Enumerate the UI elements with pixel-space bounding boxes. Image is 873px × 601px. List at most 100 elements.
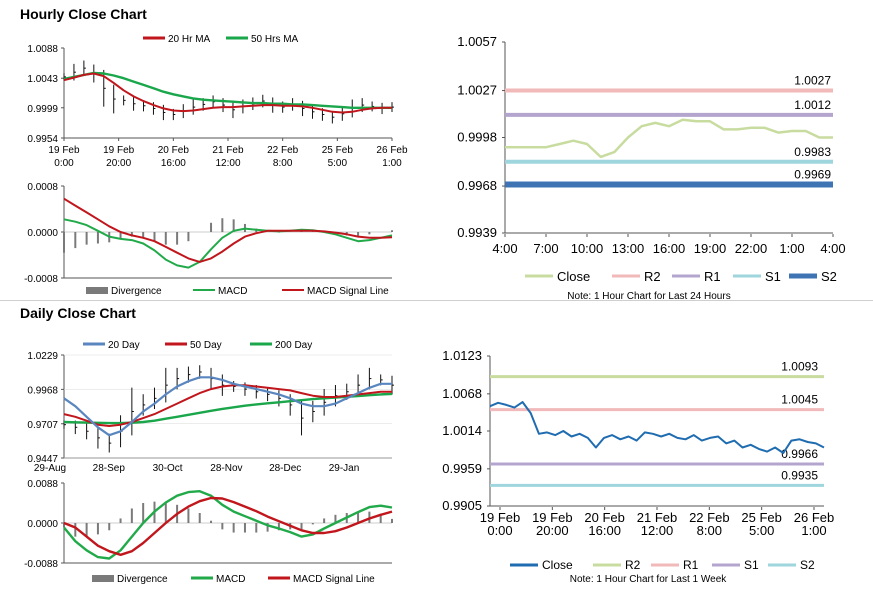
daily-pivot-xtick-label: 5:00 — [749, 523, 774, 538]
hourly-pivot-ytick-label: 0.9998 — [457, 130, 497, 145]
hourly-macd-ytick-label: 0.0008 — [27, 182, 58, 193]
legend-hourly-macd-label: MACD — [218, 286, 247, 297]
daily-pivot-xtick-label: 21 Feb — [637, 510, 677, 525]
legend-hourly-divergence-label: Divergence — [111, 286, 162, 297]
daily-pivot-xtick-label: 8:00 — [697, 523, 722, 538]
hourly-pivot-s1-label: 0.9983 — [794, 145, 831, 159]
hourly-price-xtick-label: 19 Feb — [48, 145, 80, 156]
daily-price-ytick-label: 0.9447 — [27, 454, 58, 465]
hourly-pivot-xtick-label: 22:00 — [735, 241, 768, 256]
hourly-price-xtick-label: 8:00 — [273, 158, 293, 169]
daily-price-xtick-label: 29-Aug — [34, 463, 66, 474]
section-divider — [0, 300, 873, 301]
hourly-pivot-xtick-label: 1:00 — [779, 241, 804, 256]
legend-20day-label: 20 Day — [108, 340, 140, 351]
daily-macd-ytick-label: 0.0000 — [27, 519, 58, 530]
hourly-price-ytick-label: 0.9954 — [27, 134, 58, 145]
daily-50day-line — [63, 384, 392, 427]
daily-20day-line — [63, 376, 392, 437]
daily-pivot-xtick-label: 20:00 — [536, 523, 569, 538]
hourly-pivot-close-line — [505, 118, 833, 159]
hourly-macd-line — [63, 218, 393, 269]
hourly-pivot-ytick-label: 0.9939 — [457, 225, 497, 240]
hourly-50hr-ma-line — [63, 71, 392, 110]
legend-50day-label: 50 Day — [190, 340, 222, 351]
daily-200day-line — [63, 392, 393, 425]
daily-pivot-s1-label: 0.9966 — [781, 447, 818, 461]
hourly-pivot-xtick-label: 16:00 — [653, 241, 686, 256]
daily-macd-line — [63, 490, 393, 560]
hourly-pivot-xtick-label: 13:00 — [612, 241, 645, 256]
hourly-price-ytick-label: 1.0088 — [27, 44, 58, 55]
daily-pivot-close-line — [489, 401, 825, 454]
daily-pivot-ytick-label: 0.9959 — [442, 461, 482, 476]
legend-hourly-signal-label: MACD Signal Line — [307, 286, 389, 297]
hourly-price-xtick-label: 26 Feb — [376, 145, 408, 156]
daily-pivot-ytick-label: 1.0068 — [442, 386, 482, 401]
hourly-pivot-xtick-label: 4:00 — [492, 241, 517, 256]
daily-price-ytick-label: 1.0229 — [27, 351, 58, 362]
legend-50hr-ma-label: 50 Hrs MA — [251, 34, 299, 45]
daily-price-xtick-label: 28-Dec — [269, 463, 301, 474]
hourly-price-xtick-label: 22 Feb — [267, 145, 299, 156]
daily-price-ytick-label: 0.9968 — [27, 385, 58, 396]
legend-hourly-pivot-close-label: Close — [557, 269, 590, 284]
hourly-price-xtick-label: 25 Feb — [322, 145, 354, 156]
hourly-price-xtick-label: 1:00 — [382, 158, 402, 169]
legend-hourly-pivot-s1-label: S1 — [765, 269, 781, 284]
daily-pivot-xtick-label: 0:00 — [487, 523, 512, 538]
daily-price-xtick-label: 29-Jan — [329, 463, 360, 474]
daily-price-xtick-label: 28-Sep — [93, 463, 126, 474]
daily-pivot-r2-label: 1.0093 — [781, 360, 818, 374]
legend-daily-divergence-swatch — [92, 575, 114, 582]
hourly-price-ytick-label: 0.9999 — [27, 104, 58, 115]
hourly-pivot-xtick-label: 4:00 — [820, 241, 845, 256]
daily-pivot-xtick-label: 16:00 — [588, 523, 621, 538]
hourly-price-xtick-label: 12:00 — [215, 158, 240, 169]
hourly-macd-ytick-label: 0.0000 — [27, 228, 58, 239]
daily-pivot-r1-label: 1.0045 — [781, 393, 818, 407]
hourly-macd-ytick-label: -0.0008 — [24, 274, 58, 285]
legend-20hr-ma-label: 20 Hr MA — [168, 34, 211, 45]
legend-hourly-pivot-r1-label: R1 — [704, 269, 721, 284]
daily-pivot-xtick-label: 22 Feb — [689, 510, 729, 525]
hourly-price-xtick-label: 5:00 — [328, 158, 348, 169]
daily-price-xtick-label: 30-Oct — [153, 463, 183, 474]
legend-200day-label: 200 Day — [275, 340, 312, 351]
legend-daily-pivot-s1-label: S1 — [744, 558, 759, 572]
daily-macd-ytick-label: 0.0088 — [27, 479, 58, 490]
legend-daily-pivot-r1-label: R1 — [683, 558, 699, 572]
hourly-pivot-xtick-label: 7:00 — [533, 241, 558, 256]
daily-pivot-xtick-label: 12:00 — [641, 523, 674, 538]
legend-daily-pivot-s2-label: S2 — [800, 558, 815, 572]
legend-daily-signal-label: MACD Signal Line — [293, 574, 375, 585]
hourly-pivot-xtick-label: 19:00 — [694, 241, 727, 256]
daily-macd-ytick-label: -0.0088 — [24, 559, 58, 570]
hourly-pivot-xtick-label: 10:00 — [571, 241, 604, 256]
legend-daily-divergence-label: Divergence — [117, 574, 168, 585]
hourly-pivot-r1-label: 1.0012 — [794, 98, 831, 112]
legend-daily-pivot-close-label: Close — [542, 558, 573, 572]
hourly-pivot-s2-label: 0.9969 — [794, 167, 831, 181]
legend-hourly-pivot-r2-label: R2 — [644, 269, 661, 284]
daily-section-title: Daily Close Chart — [20, 305, 136, 321]
daily-macd-signal-line — [63, 496, 393, 556]
daily-pivot-ytick-label: 1.0123 — [442, 348, 482, 363]
daily-pivot-s2-label: 0.9935 — [781, 468, 818, 482]
hourly-price-xtick-label: 21 Feb — [212, 145, 244, 156]
hourly-price-xtick-label: 20 Feb — [158, 145, 190, 156]
hourly-price-xtick-label: 20:00 — [106, 158, 131, 169]
hourly-price-xtick-label: 19 Feb — [103, 145, 135, 156]
legend-hourly-divergence-swatch — [86, 287, 108, 294]
hourly-pivot-ytick-label: 0.9968 — [457, 178, 497, 193]
hourly-price-xtick-label: 16:00 — [161, 158, 186, 169]
hourly-20hr-ma-line — [63, 72, 392, 114]
daily-pivot-note: Note: 1 Hour Chart for Last 1 Week — [570, 574, 728, 585]
hourly-macd-signal-line — [63, 197, 393, 263]
hourly-pivot-note: Note: 1 Hour Chart for Last 24 Hours — [567, 291, 730, 302]
daily-pivot-xtick-label: 20 Feb — [584, 510, 624, 525]
legend-daily-macd-label: MACD — [216, 574, 245, 585]
hourly-pivot-ytick-label: 1.0027 — [457, 83, 497, 98]
daily-pivot-xtick-label: 19 Feb — [532, 510, 572, 525]
